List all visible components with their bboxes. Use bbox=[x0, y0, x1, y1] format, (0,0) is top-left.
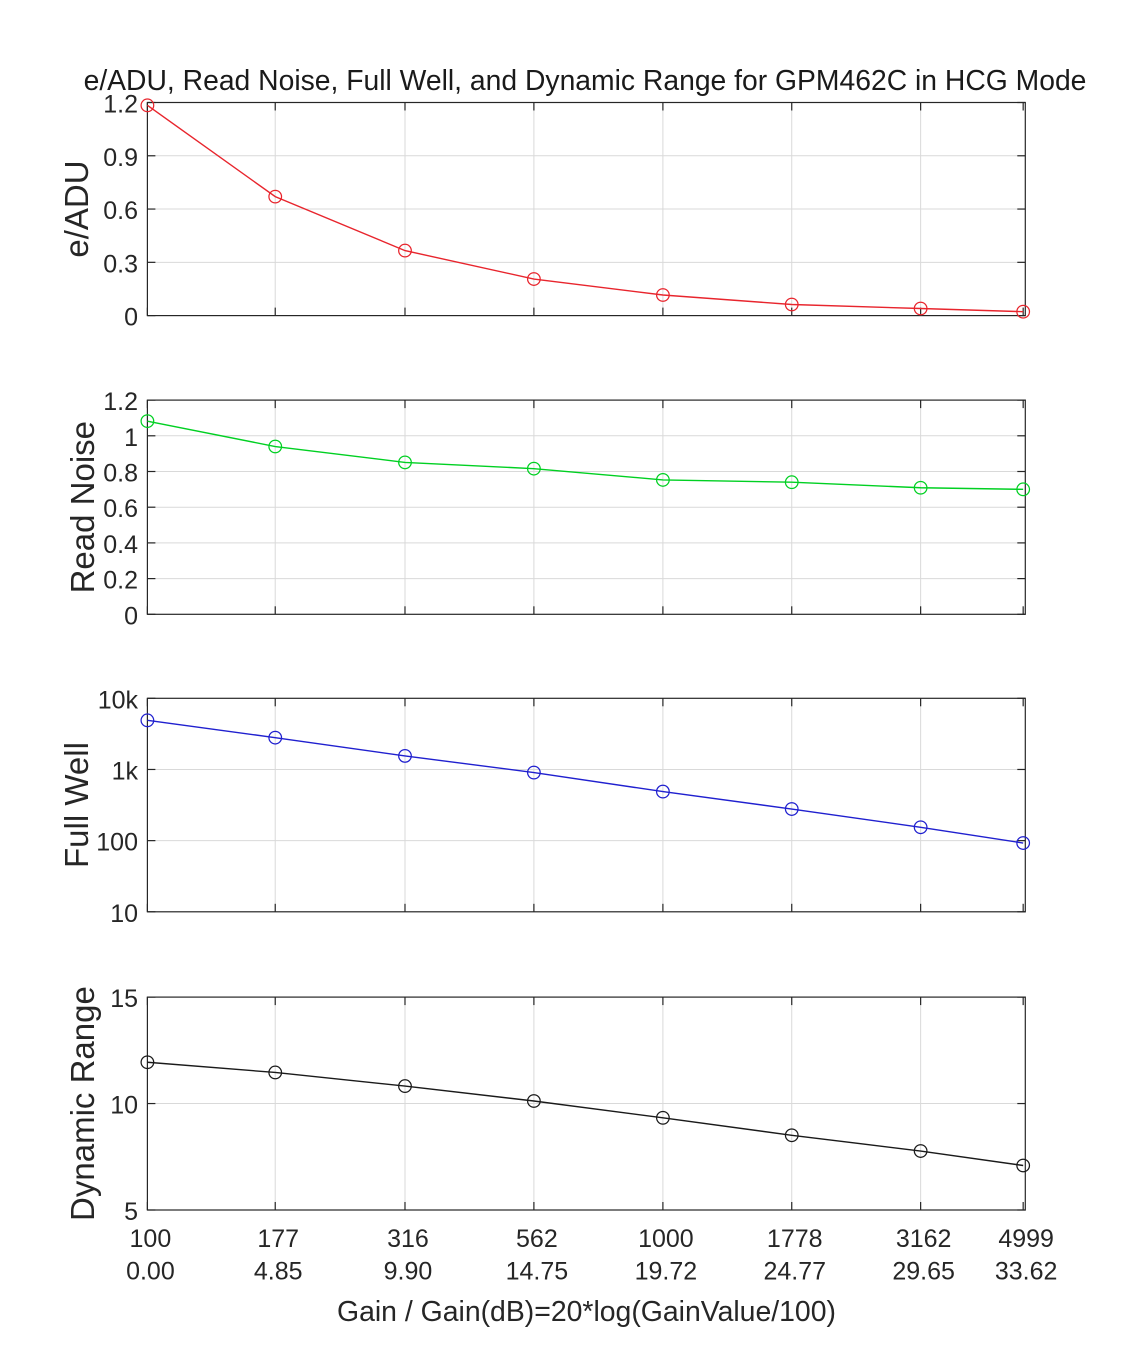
svg-text:10: 10 bbox=[110, 900, 138, 928]
svg-text:0.00: 0.00 bbox=[126, 1258, 175, 1286]
svg-text:0.2: 0.2 bbox=[103, 567, 138, 595]
svg-text:33.62: 33.62 bbox=[995, 1258, 1058, 1286]
svg-text:10: 10 bbox=[110, 1092, 138, 1120]
svg-text:0.3: 0.3 bbox=[103, 250, 138, 278]
svg-text:0.9: 0.9 bbox=[103, 144, 138, 172]
svg-text:1: 1 bbox=[124, 424, 138, 452]
svg-text:e/ADU: e/ADU bbox=[58, 160, 95, 257]
svg-text:14.75: 14.75 bbox=[506, 1258, 569, 1286]
svg-text:0: 0 bbox=[124, 304, 138, 332]
svg-text:10k: 10k bbox=[98, 686, 139, 714]
svg-text:1.2: 1.2 bbox=[103, 388, 138, 416]
svg-text:e/ADU, Read Noise, Full Well,: e/ADU, Read Noise, Full Well, and Dynami… bbox=[84, 64, 1087, 96]
svg-text:177: 177 bbox=[257, 1225, 299, 1253]
svg-text:15: 15 bbox=[110, 985, 138, 1013]
svg-text:0.6: 0.6 bbox=[103, 495, 138, 523]
svg-text:0.8: 0.8 bbox=[103, 460, 138, 488]
svg-text:0: 0 bbox=[124, 602, 138, 630]
svg-text:19.72: 19.72 bbox=[635, 1258, 698, 1286]
svg-text:100: 100 bbox=[96, 829, 138, 857]
svg-text:562: 562 bbox=[516, 1225, 558, 1253]
svg-text:Full Well: Full Well bbox=[58, 742, 95, 868]
svg-text:1k: 1k bbox=[112, 757, 139, 785]
svg-text:Gain / Gain(dB)=20*log(GainVal: Gain / Gain(dB)=20*log(GainValue/100) bbox=[337, 1296, 836, 1328]
svg-text:100: 100 bbox=[130, 1225, 172, 1253]
svg-text:29.65: 29.65 bbox=[892, 1258, 955, 1286]
svg-text:Dynamic Range: Dynamic Range bbox=[64, 986, 101, 1221]
svg-text:316: 316 bbox=[387, 1225, 429, 1253]
svg-text:0.6: 0.6 bbox=[103, 197, 138, 225]
svg-text:1.2: 1.2 bbox=[103, 91, 138, 119]
svg-text:9.90: 9.90 bbox=[384, 1258, 433, 1286]
svg-text:4999: 4999 bbox=[998, 1225, 1054, 1253]
svg-text:1000: 1000 bbox=[638, 1225, 694, 1253]
svg-text:1778: 1778 bbox=[767, 1225, 823, 1253]
svg-text:4.85: 4.85 bbox=[254, 1258, 303, 1286]
svg-text:5: 5 bbox=[124, 1198, 138, 1226]
svg-text:3162: 3162 bbox=[896, 1225, 952, 1253]
svg-text:24.77: 24.77 bbox=[763, 1258, 826, 1286]
svg-text:Read Noise: Read Noise bbox=[64, 421, 101, 593]
svg-text:0.4: 0.4 bbox=[103, 531, 138, 559]
